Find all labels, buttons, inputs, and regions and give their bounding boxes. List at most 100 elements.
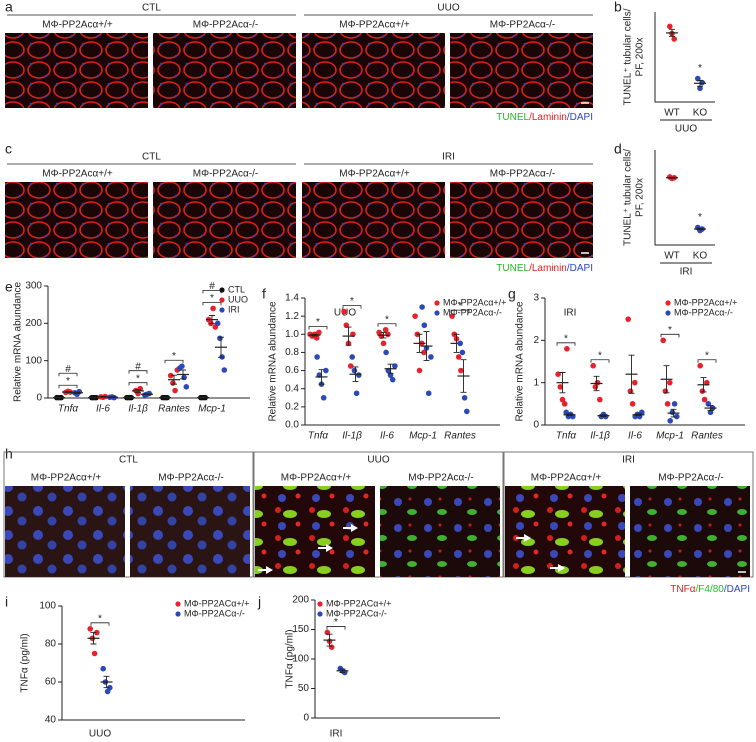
significance-mark: *: [698, 63, 702, 74]
legend-label: MΦ-PP2ACα+/+: [184, 598, 249, 608]
micrograph: [130, 486, 250, 577]
significance-bracket: [202, 302, 222, 306]
error-bar: [135, 388, 141, 393]
legend-swatch: [665, 310, 671, 316]
image-legend: TUNEL/Laminin/DAPI: [496, 263, 593, 274]
image-label: MΦ-PP2Acα-/-: [158, 473, 223, 484]
image-legend: TNFα/F4/80/DAPI: [670, 584, 750, 595]
data-point: [214, 320, 221, 327]
data-point: [428, 354, 434, 360]
legend-swatch: [434, 300, 440, 306]
y-tick-label: 200: [25, 318, 42, 329]
header-box: [3, 451, 254, 578]
data-point: [172, 387, 178, 394]
panel-letter: e: [5, 279, 13, 295]
error-bar: [209, 315, 215, 325]
data-point: [351, 367, 358, 374]
legend-swatch: [175, 601, 181, 607]
micrograph: [153, 33, 296, 108]
group-header: CTL: [119, 455, 138, 466]
error-bar: [697, 227, 703, 231]
data-point: [320, 394, 327, 401]
image-label: MΦ-PP2Acα-/-: [193, 20, 258, 31]
group-header: UUO: [367, 455, 389, 466]
legend-part: TUNEL: [496, 112, 529, 123]
image-label: MΦ-PP2Acα-/-: [490, 20, 555, 31]
data-point: [632, 379, 638, 386]
legend-label: MΦ-PP2ACα+/+: [326, 598, 391, 608]
error-bar: [318, 369, 325, 385]
data-point: [94, 629, 100, 636]
y-axis-label: PF, 200x: [635, 178, 646, 217]
y-tick-label: 200: [292, 595, 309, 606]
header-box: [503, 451, 754, 578]
data-point: [382, 326, 389, 333]
data-point: [699, 388, 706, 394]
x-tick-label: Tnfα: [58, 404, 78, 415]
significance-bracket: [556, 342, 576, 346]
x-tick-label: Il-1β: [342, 431, 362, 442]
axes: [61, 606, 245, 721]
y-tick-label: 100: [292, 654, 309, 665]
x-tick-label: Il-6: [380, 431, 394, 442]
arrow-head: [558, 564, 565, 572]
data-point: [421, 322, 428, 329]
data-point: [674, 413, 680, 420]
significance-bracket: [128, 370, 148, 374]
significance-mark: *: [668, 325, 672, 336]
data-point: [170, 380, 176, 386]
error-bar: [559, 372, 566, 394]
significance-mark: *: [705, 350, 709, 361]
image-legend: TUNEL/Laminin/DAPI: [496, 112, 593, 123]
error-bar: [218, 336, 224, 358]
significance-mark: #: [135, 361, 141, 372]
data-point: [671, 36, 677, 42]
significance-mark: *: [136, 373, 140, 384]
micrograph: [302, 33, 445, 108]
significance-mark: *: [350, 296, 354, 307]
legend-part: /F4/80: [696, 584, 725, 595]
error-bar: [109, 396, 115, 399]
group-header: UUO: [437, 3, 459, 14]
micrograph: [380, 486, 500, 577]
data-point: [664, 401, 671, 407]
arrow-head: [326, 544, 333, 552]
significance-bracket: [58, 384, 78, 389]
significance-mark: *: [334, 617, 338, 628]
y-tick-label: 0.2: [285, 401, 299, 412]
data-point: [341, 308, 347, 315]
y-tick-label: 150: [292, 624, 309, 635]
y-tick-label: 2: [533, 335, 539, 346]
legend-label: MΦ-PP2Acα+/+: [443, 297, 506, 307]
error-bar: [326, 633, 333, 647]
data-point: [455, 354, 462, 360]
legend-label: UUO: [228, 294, 248, 304]
error-bar: [144, 393, 150, 396]
error-bar: [670, 408, 677, 418]
data-point: [425, 390, 432, 397]
image-label: MΦ-PP2Acα+/+: [339, 169, 410, 180]
micrograph: [302, 182, 445, 258]
panel-letter: h: [5, 446, 13, 462]
y-axis-label: TNFα (pg/ml): [20, 633, 31, 692]
data-point: [597, 396, 603, 403]
group-header: CTL: [142, 3, 161, 14]
significance-mark: *: [698, 212, 702, 223]
data-point: [667, 417, 673, 424]
legend-swatch: [317, 601, 323, 607]
error-bar: [380, 332, 387, 339]
legend-label: CTL: [228, 284, 245, 294]
micrograph: [153, 182, 296, 258]
significance-bracket: [697, 359, 717, 363]
y-tick-label: 300: [25, 281, 42, 292]
x-tick-label: WT: [664, 108, 680, 119]
micrograph: [450, 182, 593, 258]
data-point: [561, 401, 568, 407]
error-bar: [628, 354, 635, 394]
data-point: [167, 372, 174, 379]
image-label: MΦ-PP2Acα+/+: [531, 473, 602, 484]
data-point: [137, 385, 143, 392]
error-bar: [345, 326, 352, 346]
significance-bracket: [164, 359, 184, 364]
